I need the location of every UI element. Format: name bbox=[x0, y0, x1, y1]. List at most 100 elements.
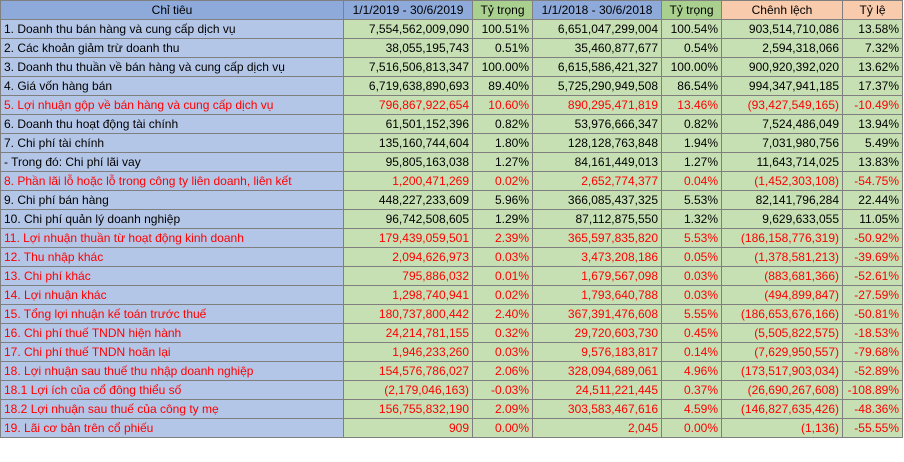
weight-2018[interactable]: 0.00% bbox=[661, 418, 722, 438]
ratio-value[interactable]: -10.49% bbox=[842, 95, 903, 115]
difference-value[interactable]: (883,681,366) bbox=[721, 266, 843, 286]
row-label[interactable]: 1. Doanh thu bán hàng và cung cấp dịch v… bbox=[0, 19, 344, 39]
value-2018[interactable]: 1,679,567,098 bbox=[532, 266, 662, 286]
difference-value[interactable]: (186,158,776,319) bbox=[721, 228, 843, 248]
value-2018[interactable]: 5,725,290,949,508 bbox=[532, 76, 662, 96]
ratio-value[interactable]: -108.89% bbox=[842, 380, 903, 400]
weight-2018[interactable]: 1.32% bbox=[661, 209, 722, 229]
value-2019[interactable]: 1,298,740,941 bbox=[343, 285, 473, 305]
weight-2019[interactable]: 2.09% bbox=[472, 399, 533, 419]
value-2019[interactable]: 96,742,508,605 bbox=[343, 209, 473, 229]
weight-2018[interactable]: 13.46% bbox=[661, 95, 722, 115]
difference-value[interactable]: 7,524,486,049 bbox=[721, 114, 843, 134]
row-label[interactable]: 14. Lợi nhuận khác bbox=[0, 285, 344, 305]
row-label[interactable]: 18. Lợi nhuận sau thuế thu nhập doanh ng… bbox=[0, 361, 344, 381]
value-2019[interactable]: 180,737,800,442 bbox=[343, 304, 473, 324]
difference-value[interactable]: (186,653,676,166) bbox=[721, 304, 843, 324]
value-2018[interactable]: 890,295,471,819 bbox=[532, 95, 662, 115]
weight-2019[interactable]: 0.02% bbox=[472, 285, 533, 305]
row-label[interactable]: 6. Doanh thu hoạt động tài chính bbox=[0, 114, 344, 134]
row-label[interactable]: 12. Thu nhập khác bbox=[0, 247, 344, 267]
weight-2019[interactable]: 0.02% bbox=[472, 171, 533, 191]
weight-2018[interactable]: 5.53% bbox=[661, 190, 722, 210]
weight-2019[interactable]: 0.32% bbox=[472, 323, 533, 343]
difference-value[interactable]: 903,514,710,086 bbox=[721, 19, 843, 39]
difference-value[interactable]: 11,643,714,025 bbox=[721, 152, 843, 172]
ratio-value[interactable]: 7.32% bbox=[842, 38, 903, 58]
weight-2019[interactable]: 0.00% bbox=[472, 418, 533, 438]
row-label[interactable]: 8. Phần lãi lỗ hoặc lỗ trong công ty liê… bbox=[0, 171, 344, 191]
weight-2019[interactable]: 0.03% bbox=[472, 247, 533, 267]
value-2019[interactable]: 24,214,781,155 bbox=[343, 323, 473, 343]
row-label[interactable]: 2. Các khoản giảm trừ doanh thu bbox=[0, 38, 344, 58]
value-2019[interactable]: 7,516,506,813,347 bbox=[343, 57, 473, 77]
weight-2018[interactable]: 5.55% bbox=[661, 304, 722, 324]
row-label[interactable]: 13. Chi phí khác bbox=[0, 266, 344, 286]
weight-2019[interactable]: 0.03% bbox=[472, 342, 533, 362]
weight-2019[interactable]: 0.82% bbox=[472, 114, 533, 134]
difference-value[interactable]: 2,594,318,066 bbox=[721, 38, 843, 58]
value-2018[interactable]: 328,094,689,061 bbox=[532, 361, 662, 381]
weight-2018[interactable]: 0.04% bbox=[661, 171, 722, 191]
value-2018[interactable]: 9,576,183,817 bbox=[532, 342, 662, 362]
weight-2018[interactable]: 0.82% bbox=[661, 114, 722, 134]
header-period-2018[interactable]: 1/1/2018 - 30/6/2018 bbox=[532, 0, 662, 20]
value-2018[interactable]: 2,652,774,377 bbox=[532, 171, 662, 191]
value-2018[interactable]: 366,085,437,325 bbox=[532, 190, 662, 210]
weight-2018[interactable]: 0.03% bbox=[661, 285, 722, 305]
value-2019[interactable]: 61,501,152,396 bbox=[343, 114, 473, 134]
difference-value[interactable]: 82,141,796,284 bbox=[721, 190, 843, 210]
value-2019[interactable]: (2,179,046,163) bbox=[343, 380, 473, 400]
value-2019[interactable]: 156,755,832,190 bbox=[343, 399, 473, 419]
weight-2019[interactable]: 5.96% bbox=[472, 190, 533, 210]
weight-2018[interactable]: 1.94% bbox=[661, 133, 722, 153]
ratio-value[interactable]: 13.62% bbox=[842, 57, 903, 77]
value-2018[interactable]: 87,112,875,550 bbox=[532, 209, 662, 229]
difference-value[interactable]: 994,347,941,185 bbox=[721, 76, 843, 96]
ratio-value[interactable]: 22.44% bbox=[842, 190, 903, 210]
weight-2018[interactable]: 4.59% bbox=[661, 399, 722, 419]
weight-2019[interactable]: 10.60% bbox=[472, 95, 533, 115]
value-2019[interactable]: 796,867,922,654 bbox=[343, 95, 473, 115]
ratio-value[interactable]: -27.59% bbox=[842, 285, 903, 305]
ratio-value[interactable]: 5.49% bbox=[842, 133, 903, 153]
ratio-value[interactable]: 17.37% bbox=[842, 76, 903, 96]
difference-value[interactable]: (494,899,847) bbox=[721, 285, 843, 305]
value-2018[interactable]: 1,793,640,788 bbox=[532, 285, 662, 305]
weight-2019[interactable]: -0.03% bbox=[472, 380, 533, 400]
ratio-value[interactable]: -48.36% bbox=[842, 399, 903, 419]
weight-2018[interactable]: 0.05% bbox=[661, 247, 722, 267]
row-label[interactable]: 9. Chi phí bán hàng bbox=[0, 190, 344, 210]
weight-2018[interactable]: 0.37% bbox=[661, 380, 722, 400]
weight-2019[interactable]: 0.51% bbox=[472, 38, 533, 58]
difference-value[interactable]: (5,505,822,575) bbox=[721, 323, 843, 343]
value-2019[interactable]: 95,805,163,038 bbox=[343, 152, 473, 172]
ratio-value[interactable]: 11.05% bbox=[842, 209, 903, 229]
difference-value[interactable]: (26,690,267,608) bbox=[721, 380, 843, 400]
value-2019[interactable]: 909 bbox=[343, 418, 473, 438]
ratio-value[interactable]: -52.89% bbox=[842, 361, 903, 381]
row-label[interactable]: 18.1 Lợi ích của cổ đông thiểu số bbox=[0, 380, 344, 400]
row-label[interactable]: 16. Chi phí thuế TNDN hiện hành bbox=[0, 323, 344, 343]
ratio-value[interactable]: -39.69% bbox=[842, 247, 903, 267]
weight-2018[interactable]: 0.14% bbox=[661, 342, 722, 362]
ratio-value[interactable]: 13.58% bbox=[842, 19, 903, 39]
difference-value[interactable]: (93,427,549,165) bbox=[721, 95, 843, 115]
value-2018[interactable]: 6,615,586,421,327 bbox=[532, 57, 662, 77]
difference-value[interactable]: (1,136) bbox=[721, 418, 843, 438]
value-2019[interactable]: 135,160,744,604 bbox=[343, 133, 473, 153]
value-2019[interactable]: 154,576,786,027 bbox=[343, 361, 473, 381]
weight-2018[interactable]: 100.54% bbox=[661, 19, 722, 39]
value-2018[interactable]: 128,128,763,848 bbox=[532, 133, 662, 153]
ratio-value[interactable]: -50.81% bbox=[842, 304, 903, 324]
value-2018[interactable]: 53,976,666,347 bbox=[532, 114, 662, 134]
weight-2019[interactable]: 1.80% bbox=[472, 133, 533, 153]
value-2019[interactable]: 448,227,233,609 bbox=[343, 190, 473, 210]
difference-value[interactable]: (173,517,903,034) bbox=[721, 361, 843, 381]
difference-value[interactable]: 900,920,392,020 bbox=[721, 57, 843, 77]
weight-2018[interactable]: 0.03% bbox=[661, 266, 722, 286]
value-2018[interactable]: 367,391,476,608 bbox=[532, 304, 662, 324]
weight-2019[interactable]: 2.39% bbox=[472, 228, 533, 248]
row-label[interactable]: 3. Doanh thu thuần về bán hàng và cung c… bbox=[0, 57, 344, 77]
weight-2019[interactable]: 100.00% bbox=[472, 57, 533, 77]
